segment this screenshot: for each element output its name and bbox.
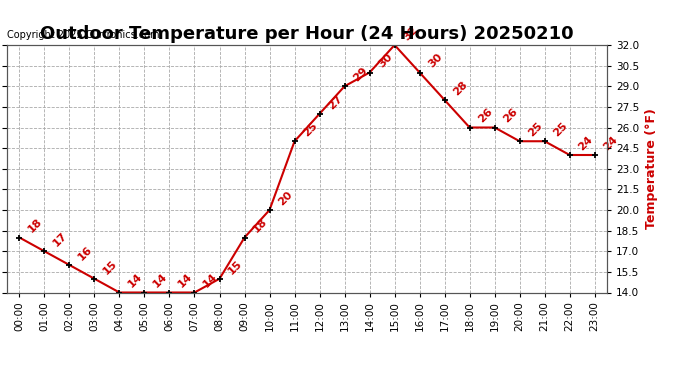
- Text: 16: 16: [77, 244, 95, 262]
- Text: 18: 18: [26, 217, 44, 235]
- Text: 15: 15: [101, 258, 119, 276]
- Text: 14: 14: [151, 272, 170, 290]
- Text: 25: 25: [302, 120, 319, 138]
- Text: 18: 18: [251, 217, 270, 235]
- Y-axis label: Temperature (°F): Temperature (°F): [645, 108, 658, 229]
- Text: 17: 17: [51, 231, 70, 249]
- Text: 24: 24: [577, 134, 595, 152]
- Text: 25: 25: [526, 120, 544, 138]
- Text: 14: 14: [177, 272, 195, 290]
- Text: 14: 14: [201, 272, 219, 290]
- Text: 15: 15: [226, 258, 244, 276]
- Text: 29: 29: [351, 65, 370, 84]
- Text: 28: 28: [451, 79, 470, 97]
- Text: 30: 30: [377, 52, 395, 70]
- Text: 26: 26: [477, 106, 495, 125]
- Title: Outdoor Temperature per Hour (24 Hours) 20250210: Outdoor Temperature per Hour (24 Hours) …: [40, 26, 574, 44]
- Text: 14: 14: [126, 272, 144, 290]
- Text: 24: 24: [602, 134, 620, 152]
- Text: 30: 30: [426, 52, 444, 70]
- Text: 26: 26: [502, 106, 520, 125]
- Text: 32: 32: [402, 24, 420, 42]
- Text: 25: 25: [551, 120, 569, 138]
- Text: 20: 20: [277, 189, 295, 207]
- Text: Copyright 2025 Curtronics.com: Copyright 2025 Curtronics.com: [7, 30, 159, 40]
- Text: 27: 27: [326, 93, 344, 111]
